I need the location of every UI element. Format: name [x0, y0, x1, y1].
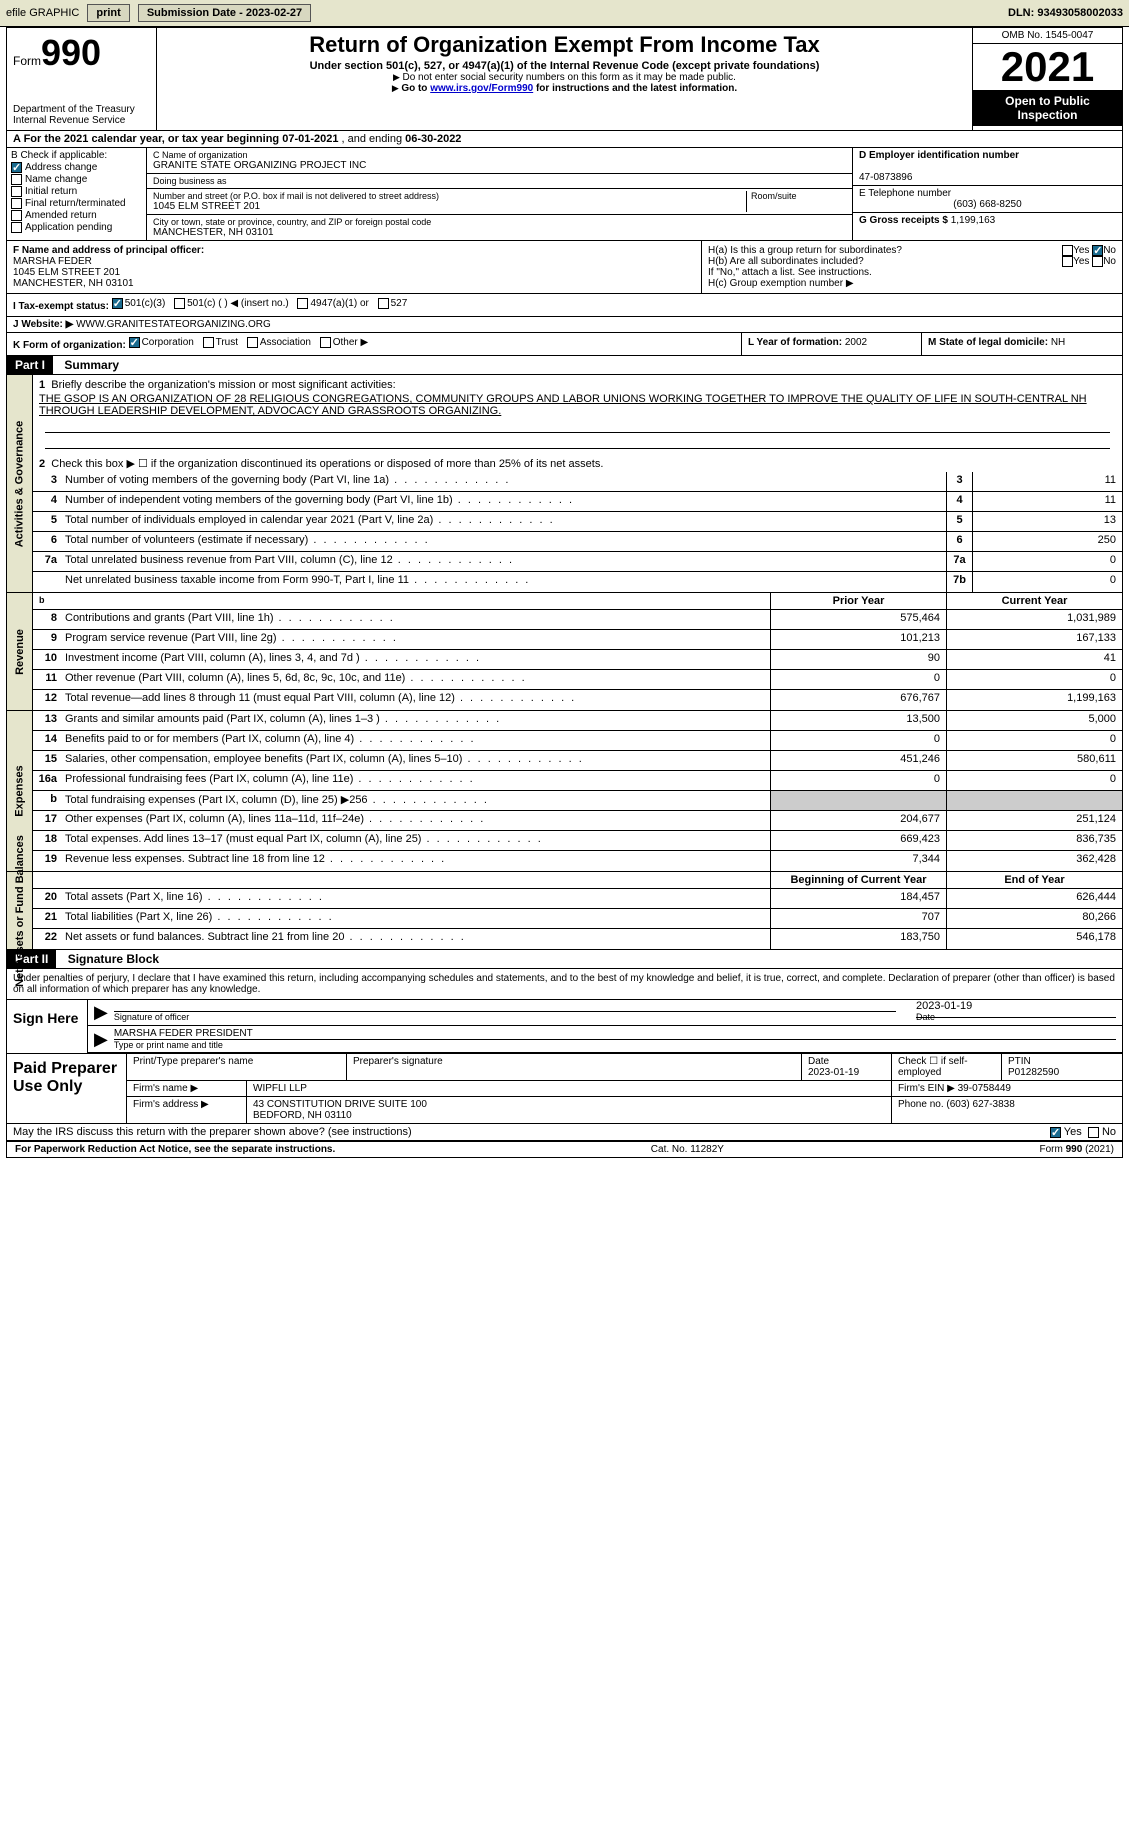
section-b-through-g: B Check if applicable: Address changeNam… [7, 148, 1122, 241]
gov-row: 6Total number of volunteers (estimate if… [33, 532, 1122, 552]
governance-section: Activities & Governance 1 Briefly descri… [7, 375, 1122, 593]
submission-button[interactable]: Submission Date - 2023-02-27 [138, 4, 311, 22]
col-d-e-g: D Employer identification number 47-0873… [852, 148, 1122, 240]
declaration-text: Under penalties of perjury, I declare th… [7, 969, 1122, 1000]
hb-yes-checkbox[interactable] [1062, 256, 1073, 267]
data-row: 18Total expenses. Add lines 13–17 (must … [33, 831, 1122, 851]
paid-preparer-section: Paid Preparer Use Only Print/Type prepar… [7, 1054, 1122, 1124]
gov-row: Net unrelated business taxable income fr… [33, 572, 1122, 592]
part1-header: Part I Summary [7, 356, 1122, 375]
data-row: 9Program service revenue (Part VIII, lin… [33, 630, 1122, 650]
colb-checkbox[interactable] [11, 162, 22, 173]
year-cell: OMB No. 1545-0047 2021 Open to Public In… [972, 28, 1122, 130]
part2-header: Part II Signature Block [7, 950, 1122, 969]
form-id-cell: Form990 Department of the Treasury Inter… [7, 28, 157, 130]
form-header: Form990 Department of the Treasury Inter… [7, 28, 1122, 131]
gov-row: 3Number of voting members of the governi… [33, 472, 1122, 492]
hb-no-checkbox[interactable] [1092, 256, 1103, 267]
page-footer: For Paperwork Reduction Act Notice, see … [7, 1142, 1122, 1157]
data-row: 17Other expenses (Part IX, column (A), l… [33, 811, 1122, 831]
discuss-yes-checkbox[interactable] [1050, 1127, 1061, 1138]
gov-row: 7aTotal unrelated business revenue from … [33, 552, 1122, 572]
data-row: bTotal fundraising expenses (Part IX, co… [33, 791, 1122, 811]
data-row: 15Salaries, other compensation, employee… [33, 751, 1122, 771]
501c3-checkbox[interactable] [112, 298, 123, 309]
section-f-h: F Name and address of principal officer:… [7, 241, 1122, 294]
colb-checkbox[interactable] [11, 174, 22, 185]
sign-here-section: Sign Here ▶ Signature of officer 2023-01… [7, 1000, 1122, 1054]
data-row: 21Total liabilities (Part X, line 26)707… [33, 909, 1122, 929]
irs-link[interactable]: www.irs.gov/Form990 [430, 83, 533, 94]
efile-label: efile GRAPHIC [6, 7, 79, 19]
form-title-cell: Return of Organization Exempt From Incom… [157, 28, 972, 130]
data-row: 14Benefits paid to or for members (Part … [33, 731, 1122, 751]
revenue-section: Revenue bPrior YearCurrent Year 8Contrib… [7, 593, 1122, 711]
col-c-org-info: C Name of organization GRANITE STATE ORG… [147, 148, 852, 240]
data-row: 16aProfessional fundraising fees (Part I… [33, 771, 1122, 791]
discuss-row: May the IRS discuss this return with the… [7, 1124, 1122, 1142]
gov-row: 5Total number of individuals employed in… [33, 512, 1122, 532]
dln: DLN: 93493058002033 [1008, 7, 1123, 19]
print-button[interactable]: print [87, 4, 129, 22]
ha-yes-checkbox[interactable] [1062, 245, 1073, 256]
row-j-website: J Website: ▶ WWW.GRANITESTATEORGANIZING.… [7, 317, 1122, 333]
data-row: 22Net assets or fund balances. Subtract … [33, 929, 1122, 949]
ha-no-checkbox[interactable] [1092, 245, 1103, 256]
colb-checkbox[interactable] [11, 186, 22, 197]
col-b-checkboxes: B Check if applicable: Address changeNam… [7, 148, 147, 240]
gov-row: 4Number of independent voting members of… [33, 492, 1122, 512]
row-k-form-org: K Form of organization: Corporation Trus… [7, 333, 1122, 356]
data-row: 11Other revenue (Part VIII, column (A), … [33, 670, 1122, 690]
row-i-tax-status: I Tax-exempt status: 501(c)(3) 501(c) ( … [7, 294, 1122, 317]
discuss-no-checkbox[interactable] [1088, 1127, 1099, 1138]
form-title: Return of Organization Exempt From Incom… [165, 32, 964, 58]
tax-year-row: A For the 2021 calendar year, or tax yea… [7, 131, 1122, 148]
data-row: 20Total assets (Part X, line 16)184,4576… [33, 889, 1122, 909]
data-row: 19Revenue less expenses. Subtract line 1… [33, 851, 1122, 871]
data-row: 13Grants and similar amounts paid (Part … [33, 711, 1122, 731]
colb-checkbox[interactable] [11, 210, 22, 221]
net-assets-section: Net Assets or Fund Balances Beginning of… [7, 872, 1122, 950]
data-row: 8Contributions and grants (Part VIII, li… [33, 610, 1122, 630]
data-row: 10Investment income (Part VIII, column (… [33, 650, 1122, 670]
colb-checkbox[interactable] [11, 198, 22, 209]
top-toolbar: efile GRAPHIC print Submission Date - 20… [0, 0, 1129, 27]
form-container: Form990 Department of the Treasury Inter… [6, 27, 1123, 1158]
colb-checkbox[interactable] [11, 222, 22, 233]
expenses-section: Expenses 13Grants and similar amounts pa… [7, 711, 1122, 872]
data-row: 12Total revenue—add lines 8 through 11 (… [33, 690, 1122, 710]
